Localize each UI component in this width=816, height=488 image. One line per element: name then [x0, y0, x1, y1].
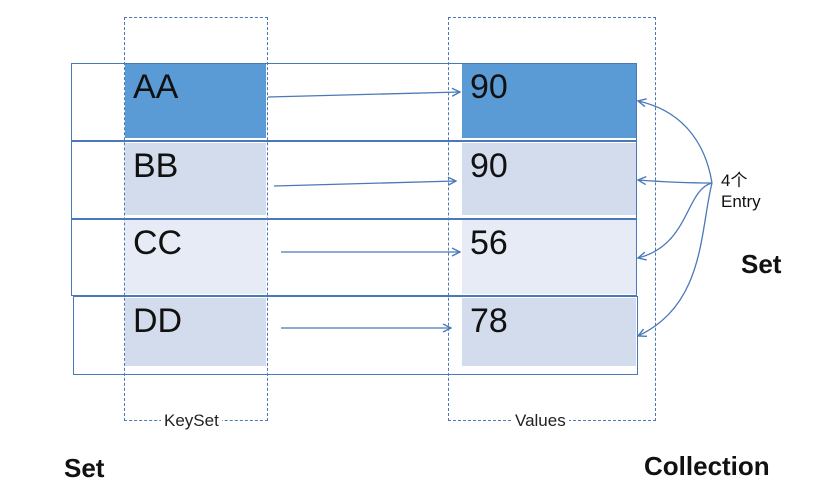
- key-text-3: CC: [133, 224, 183, 262]
- entry-annotation: 4个 Entry: [721, 170, 761, 213]
- entry-count-label: 4个: [721, 171, 748, 190]
- key-value-arrow-2: [273, 181, 456, 187]
- value-text-1: 90: [470, 68, 508, 106]
- key-text-2: BB: [133, 147, 179, 185]
- value-text-2: 90: [470, 147, 508, 185]
- key-cell-2: BB: [125, 143, 266, 215]
- value-cell-2: 90: [462, 143, 636, 215]
- entry-curve-4: [638, 182, 713, 336]
- value-text-3: 56: [470, 224, 508, 262]
- value-cell-3: 56: [462, 220, 636, 294]
- key-cell-1: AA: [125, 64, 266, 138]
- entry-curve-2: [638, 180, 713, 183]
- key-text-1: AA: [133, 68, 179, 106]
- key-value-arrow-1: [267, 92, 460, 98]
- key-cell-4: DD: [125, 298, 266, 366]
- entry-curve-3: [638, 182, 713, 258]
- entry-set-label: Set: [741, 249, 782, 279]
- keyset-label: KeySet: [161, 412, 222, 429]
- value-cell-1: 90: [462, 64, 636, 138]
- value-cell-4: 78: [462, 298, 636, 366]
- key-cell-3: CC: [125, 220, 266, 294]
- entry-row-2: [71, 141, 637, 219]
- entry-label: Entry: [721, 192, 761, 212]
- values-label: Values: [512, 412, 569, 429]
- value-text-4: 78: [470, 302, 508, 340]
- key-text-4: DD: [133, 302, 183, 340]
- keyset-type-label: Set: [64, 453, 105, 483]
- entry-curve-1: [638, 101, 713, 184]
- values-type-label: Collection: [644, 451, 770, 481]
